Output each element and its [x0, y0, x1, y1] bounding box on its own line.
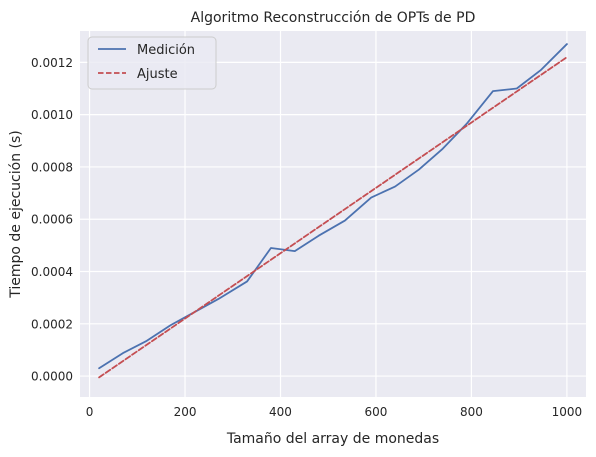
- y-tick-label: 0.0002: [31, 317, 73, 331]
- y-tick-label: 0.0000: [31, 370, 73, 384]
- y-tick-label: 0.0006: [31, 213, 73, 227]
- series-line-medicion: [98, 43, 568, 370]
- y-tick-label: 0.0012: [31, 56, 73, 70]
- x-tick-label: 800: [460, 405, 483, 419]
- legend-label-ajuste: Ajuste: [137, 67, 178, 82]
- y-tick-label: 0.0008: [31, 160, 73, 174]
- chart-title: Algoritmo Reconstrucción de OPTs de PD: [191, 10, 476, 26]
- series-layer: [98, 43, 568, 379]
- x-axis-label: Tamaño del array de monedas: [226, 431, 439, 447]
- y-tick-label: 0.0004: [31, 265, 73, 279]
- x-tick-label: 200: [174, 405, 197, 419]
- grid: [80, 31, 586, 397]
- y-axis-label: Tiempo de ejecución (s): [8, 130, 24, 299]
- series-line-ajuste: [98, 56, 568, 379]
- plot-background: [80, 31, 586, 397]
- x-axis-ticks: 0 200 400 600 800 1000: [86, 405, 582, 419]
- legend-box: [87, 36, 217, 90]
- y-axis-ticks: 0.0000 0.0002 0.0004 0.0006 0.0008 0.0010 0.00…: [31, 56, 73, 384]
- x-tick-label: 0: [86, 405, 94, 419]
- legend: Medición Ajuste: [87, 36, 217, 90]
- legend-label-medicion: Medición: [137, 43, 195, 58]
- x-tick-label: 600: [365, 405, 388, 419]
- y-tick-label: 0.0010: [31, 108, 73, 122]
- x-tick-label: 400: [269, 405, 292, 419]
- x-tick-label: 1000: [552, 405, 583, 419]
